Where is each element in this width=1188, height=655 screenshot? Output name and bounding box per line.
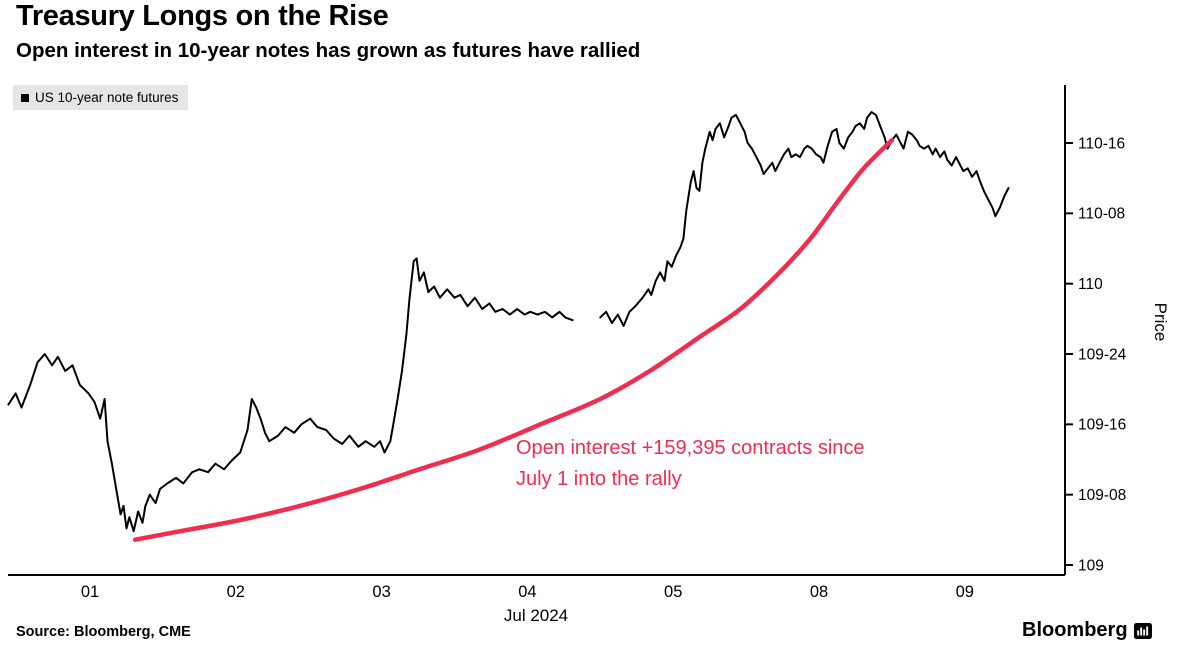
- y-tick-label: 110-16: [1078, 135, 1125, 152]
- y-tick-label: 109: [1078, 557, 1104, 574]
- open-interest-annotation: Open interest +159,395 contracts since J…: [516, 433, 865, 495]
- y-tick-label: 110-08: [1078, 206, 1125, 223]
- x-tick-label: 08: [810, 583, 828, 601]
- y-tick-label: 109-08: [1078, 487, 1126, 504]
- page-subtitle: Open interest in 10-year notes has grown…: [16, 39, 641, 62]
- page-title: Treasury Longs on the Rise: [16, 0, 389, 32]
- x-tick-label: 03: [372, 583, 390, 601]
- bloomberg-logo-icon: [1133, 622, 1152, 639]
- price-line: [7, 257, 574, 533]
- legend-swatch-icon: [21, 93, 29, 102]
- x-tick-label: 02: [227, 583, 245, 601]
- y-axis-title: Price: [1151, 303, 1170, 342]
- x-axis-title: Jul 2024: [504, 606, 568, 625]
- x-tick-label: 09: [956, 583, 974, 601]
- bloomberg-logo: Bloomberg: [1022, 619, 1152, 642]
- y-tick-label: 110: [1078, 276, 1103, 293]
- annotation-line-2: July 1 into the rally: [516, 468, 682, 490]
- annotation-line-1: Open interest +159,395 contracts since: [516, 437, 865, 459]
- bloomberg-wordmark: Bloomberg: [1022, 619, 1128, 641]
- legend: US 10-year note futures: [13, 85, 189, 110]
- x-tick-label: 04: [518, 583, 536, 601]
- price-line: [599, 111, 1010, 327]
- y-tick-label: 109-16: [1078, 417, 1126, 434]
- x-tick-label: 01: [81, 583, 99, 601]
- y-tick-label: 109-24: [1078, 346, 1127, 363]
- open-interest-curve: [132, 137, 895, 542]
- source-note: Source: Bloomberg, CME: [16, 624, 191, 640]
- x-tick-label: 05: [664, 583, 682, 601]
- legend-label: US 10-year note futures: [35, 90, 179, 105]
